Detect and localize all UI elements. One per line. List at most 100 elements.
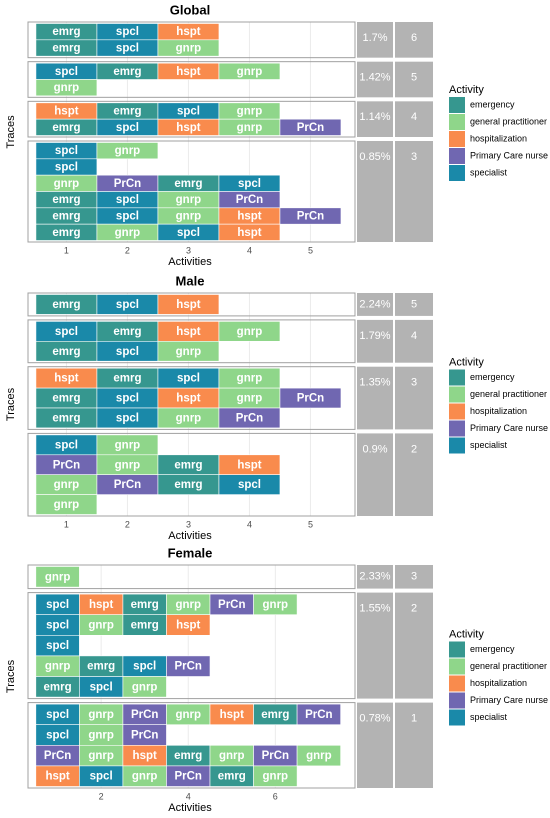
legend-label: hospitalization: [470, 133, 527, 143]
legend-label: specialist: [470, 712, 508, 722]
activity-label: PrCn: [305, 709, 332, 721]
activity-label: spcl: [46, 640, 69, 652]
activity-label: PrCn: [297, 393, 324, 405]
activity-label: gnrp: [132, 681, 158, 693]
activity-label: spcl: [46, 599, 69, 611]
x-tick-label: 3: [186, 245, 191, 255]
activity-label: PrCn: [174, 771, 201, 783]
share-label: 1.42%: [359, 72, 390, 84]
legend-label: general practitioner: [470, 661, 547, 671]
share-label: 0.85%: [359, 151, 390, 163]
activity-label: spcl: [46, 709, 69, 721]
x-tick-label: 2: [99, 791, 104, 801]
y-axis-label: Traces: [5, 115, 17, 149]
legend-swatch: [449, 403, 465, 420]
count-label: 3: [411, 151, 417, 163]
activity-cell: [157, 39, 220, 57]
activity-label: gnrp: [176, 194, 202, 206]
activity-label: emrg: [131, 620, 159, 632]
share-label: 1.79%: [359, 330, 390, 342]
activity-label: emrg: [174, 479, 202, 491]
activity-cell: [157, 294, 220, 315]
trace-group-box: [27, 366, 356, 430]
activity-cell: [253, 593, 298, 615]
activity-label: PrCn: [174, 661, 201, 673]
activity-label: hspt: [54, 373, 78, 385]
count-box: [395, 101, 433, 137]
activity-label: gnrp: [45, 571, 71, 583]
activity-label: emrg: [52, 122, 80, 134]
activity-label: spcl: [238, 178, 261, 190]
activity-label: gnrp: [175, 709, 201, 721]
legend-swatch: [449, 437, 465, 454]
activity-label: gnrp: [263, 771, 289, 783]
legend-label: Primary Care nurse: [470, 150, 548, 160]
activity-label: PrCn: [131, 709, 158, 721]
count-box: [395, 565, 433, 589]
activity-label: gnrp: [88, 730, 114, 742]
activity-cell: [218, 474, 281, 495]
activity-label: spcl: [116, 346, 139, 358]
activity-label: PrCn: [262, 750, 289, 762]
trace-group-box: [27, 140, 356, 243]
legend-swatch: [449, 131, 465, 147]
activity-label: PrCn: [53, 459, 80, 471]
activity-label: emrg: [218, 771, 246, 783]
legend-title: Activity: [449, 628, 484, 640]
activity-cell: [218, 223, 281, 241]
legend-swatch: [449, 148, 465, 164]
activity-cell: [218, 407, 281, 429]
share-label: 2.33%: [359, 571, 390, 583]
count-label: 3: [411, 377, 417, 389]
activity-label: PrCn: [114, 178, 141, 190]
activity-label: spcl: [116, 122, 139, 134]
activity-label: spcl: [177, 373, 200, 385]
activity-label: hspt: [176, 393, 200, 405]
legend-title: Activity: [449, 356, 484, 368]
count-label: 4: [411, 111, 417, 123]
activity-label: hspt: [237, 211, 261, 223]
activity-label: PrCn: [236, 412, 263, 424]
activity-label: spcl: [55, 326, 78, 338]
legend-swatch: [449, 114, 465, 130]
count-box: [395, 141, 433, 242]
activity-label: emrg: [174, 459, 202, 471]
x-tick-label: 4: [247, 519, 252, 529]
activity-label: hspt: [176, 620, 200, 632]
activity-label: PrCn: [297, 211, 324, 223]
x-tick-label: 2: [125, 519, 130, 529]
activity-label: emrg: [44, 681, 72, 693]
trace-group-box: [27, 100, 356, 138]
share-box: [357, 702, 393, 788]
activity-label: spcl: [90, 681, 113, 693]
activity-label: hspt: [220, 709, 244, 721]
activity-label: hspt: [54, 106, 78, 118]
trace-group-box: [27, 432, 356, 517]
activity-label: spcl: [116, 211, 139, 223]
activity-cell: [218, 321, 281, 342]
count-box: [395, 433, 433, 516]
activity-label: PrCn: [236, 194, 263, 206]
activity-label: hspt: [45, 771, 69, 783]
activity-label: gnrp: [45, 661, 71, 673]
x-tick-label: 5: [308, 519, 313, 529]
y-axis-label: Traces: [5, 659, 17, 693]
share-box: [357, 293, 393, 316]
activity-label: gnrp: [54, 479, 80, 491]
activity-label: spcl: [90, 771, 113, 783]
legend-title: Activity: [449, 84, 484, 96]
activity-label: PrCn: [114, 479, 141, 491]
activity-label: gnrp: [115, 439, 141, 451]
x-tick-label: 1: [64, 245, 69, 255]
activity-cell: [157, 340, 220, 362]
activity-label: PrCn: [131, 730, 158, 742]
activity-cell: [218, 62, 281, 80]
legend-label: emergency: [470, 372, 515, 382]
x-tick-label: 4: [186, 791, 191, 801]
activity-label: gnrp: [88, 620, 114, 632]
activity-cell: [35, 79, 98, 97]
activity-label: gnrp: [237, 66, 263, 78]
legend-label: specialist: [470, 167, 508, 177]
legend-label: emergency: [470, 99, 515, 109]
